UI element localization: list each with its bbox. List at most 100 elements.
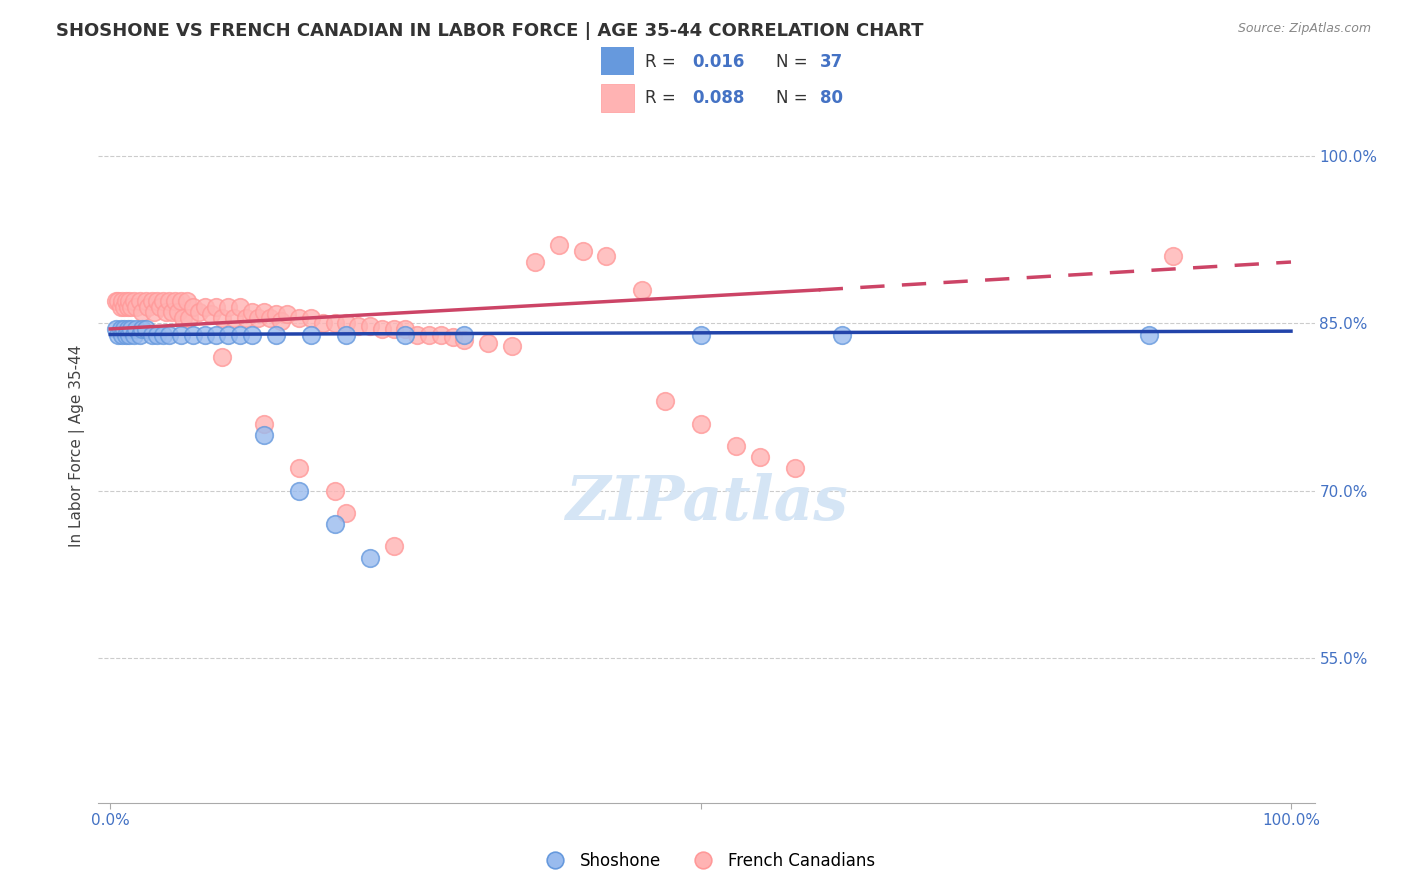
- Point: [276, 308, 298, 322]
- Point: [152, 294, 174, 309]
- Text: SHOSHONE VS FRENCH CANADIAN IN LABOR FORCE | AGE 35-44 CORRELATION CHART: SHOSHONE VS FRENCH CANADIAN IN LABOR FOR…: [56, 22, 924, 40]
- Point: [323, 517, 346, 532]
- Point: [253, 417, 276, 431]
- Point: [112, 300, 135, 314]
- Point: [654, 394, 676, 409]
- Point: [128, 327, 150, 342]
- Point: [121, 322, 143, 336]
- Point: [501, 339, 523, 353]
- Point: [176, 294, 198, 309]
- Point: [783, 461, 806, 475]
- Point: [217, 300, 239, 314]
- Point: [200, 308, 222, 322]
- Text: N =: N =: [776, 89, 813, 107]
- Point: [155, 305, 177, 319]
- Point: [571, 244, 593, 258]
- Point: [141, 294, 163, 309]
- Point: [187, 305, 209, 319]
- Point: [299, 310, 322, 325]
- Point: [172, 310, 194, 325]
- Point: [217, 327, 239, 342]
- Point: [118, 294, 141, 309]
- Point: [264, 327, 287, 342]
- Point: [131, 305, 153, 319]
- Point: [831, 327, 853, 342]
- Point: [114, 294, 136, 309]
- Point: [110, 322, 132, 336]
- Legend: Shoshone, French Canadians: Shoshone, French Canadians: [531, 846, 882, 877]
- Bar: [600, 47, 634, 76]
- Point: [114, 327, 136, 342]
- Point: [122, 327, 145, 342]
- Point: [211, 350, 233, 364]
- Point: [125, 322, 148, 336]
- Point: [240, 327, 263, 342]
- Point: [430, 327, 453, 342]
- Point: [1137, 327, 1160, 342]
- Point: [105, 294, 128, 309]
- Point: [630, 283, 652, 297]
- Point: [371, 322, 394, 336]
- Point: [382, 322, 405, 336]
- Point: [748, 450, 770, 465]
- Point: [112, 322, 135, 336]
- Point: [122, 294, 145, 309]
- Point: [323, 317, 346, 331]
- Point: [453, 327, 475, 342]
- Point: [335, 506, 357, 520]
- Point: [548, 238, 571, 252]
- Y-axis label: In Labor Force | Age 35-44: In Labor Force | Age 35-44: [69, 345, 84, 547]
- Point: [125, 300, 148, 314]
- Point: [205, 300, 228, 314]
- Point: [141, 327, 163, 342]
- Point: [146, 327, 169, 342]
- Point: [118, 327, 141, 342]
- Point: [724, 439, 747, 453]
- Point: [689, 327, 711, 342]
- Point: [224, 310, 246, 325]
- Point: [117, 300, 139, 314]
- Point: [205, 327, 228, 342]
- Text: N =: N =: [776, 53, 813, 70]
- Point: [406, 327, 429, 342]
- Point: [323, 483, 346, 498]
- Point: [157, 327, 180, 342]
- Point: [107, 294, 129, 309]
- Point: [359, 550, 381, 565]
- Point: [170, 294, 193, 309]
- Text: R =: R =: [644, 53, 681, 70]
- Point: [394, 327, 416, 342]
- Point: [312, 317, 335, 331]
- Point: [288, 310, 311, 325]
- Point: [259, 310, 281, 325]
- Point: [246, 310, 269, 325]
- Point: [229, 300, 252, 314]
- Point: [453, 333, 475, 347]
- Point: [136, 300, 159, 314]
- Point: [240, 305, 263, 319]
- Point: [394, 322, 416, 336]
- Text: 37: 37: [820, 53, 844, 70]
- Point: [181, 327, 204, 342]
- Point: [111, 327, 134, 342]
- Point: [595, 250, 617, 264]
- Point: [131, 322, 153, 336]
- Text: R =: R =: [644, 89, 681, 107]
- Point: [229, 327, 252, 342]
- Point: [117, 322, 139, 336]
- Point: [111, 294, 134, 309]
- Point: [264, 308, 287, 322]
- Point: [418, 327, 440, 342]
- Point: [105, 322, 128, 336]
- Text: 80: 80: [820, 89, 844, 107]
- Point: [359, 318, 381, 333]
- Point: [211, 310, 233, 325]
- Point: [335, 327, 357, 342]
- Point: [299, 327, 322, 342]
- Point: [110, 300, 132, 314]
- Point: [253, 428, 276, 442]
- Point: [128, 294, 150, 309]
- Bar: [600, 85, 634, 112]
- Point: [1161, 250, 1184, 264]
- Point: [146, 294, 169, 309]
